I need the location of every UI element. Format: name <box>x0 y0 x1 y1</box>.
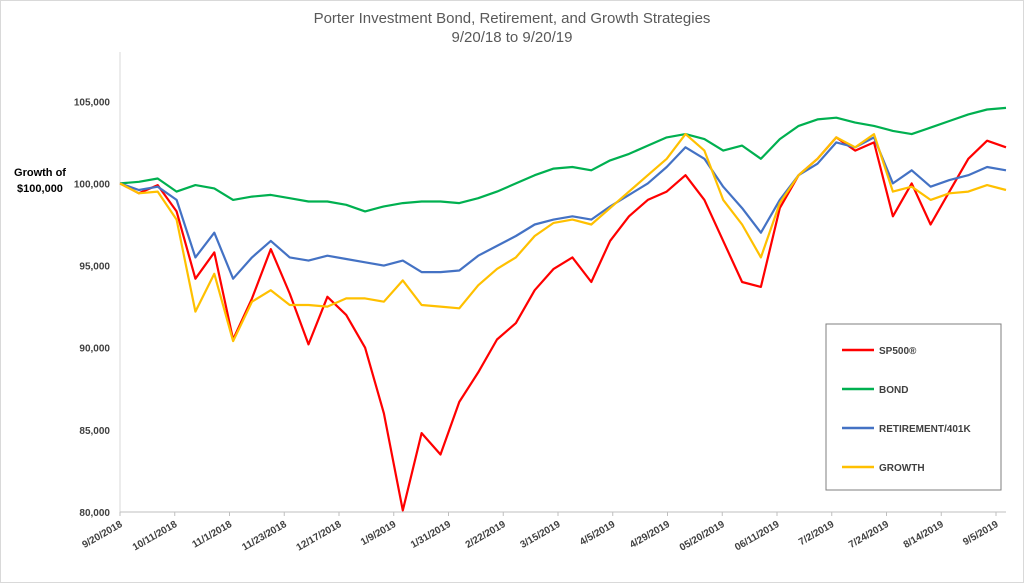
chart-subtitle: 9/20/18 to 9/20/19 <box>452 29 573 46</box>
legend-label: RETIREMENT/401K <box>879 424 971 435</box>
y-tick-label: 95,000 <box>79 262 110 273</box>
legend-label: SP500® <box>879 346 917 357</box>
y-tick-label: 85,000 <box>79 426 110 437</box>
y-tick-label: 100,000 <box>74 179 111 190</box>
legend-label: BOND <box>879 385 908 396</box>
legend: SP500® BOND RETIREMENT/401K GROWTH <box>825 323 1002 491</box>
y-axis-label-line2: $100,000 <box>17 183 63 195</box>
legend-items: SP500® BOND RETIREMENT/401K GROWTH <box>842 346 971 474</box>
y-tick-label: 90,000 <box>79 344 110 355</box>
chart-title: Porter Investment Bond, Retirement, and … <box>314 10 711 27</box>
series-line-growth <box>119 133 1007 343</box>
series-lines <box>119 106 1007 512</box>
y-tick-label: 80,000 <box>79 508 110 519</box>
series-line-sp500- <box>119 136 1007 512</box>
series-line-bond <box>119 106 1007 213</box>
legend-label: GROWTH <box>879 463 925 474</box>
y-tick-label: 105,000 <box>74 97 111 108</box>
legend-box <box>825 323 1002 491</box>
y-axis-label-line1: Growth of <box>14 167 66 179</box>
y-tick-labels: 80,000 85,000 90,000 95,000 100,000 105,000 <box>74 97 111 519</box>
